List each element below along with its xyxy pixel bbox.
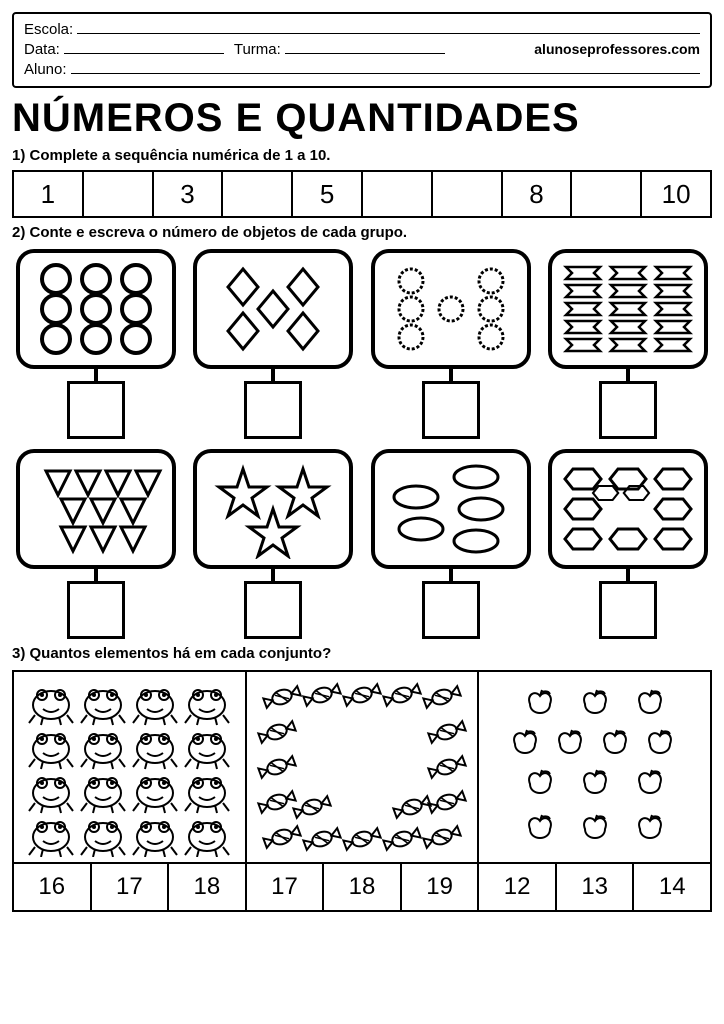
- group-stars: [190, 449, 358, 639]
- answer-box[interactable]: [67, 381, 125, 439]
- stem: [449, 569, 453, 581]
- set-opt[interactable]: 17: [247, 864, 325, 910]
- groups-grid: [12, 249, 712, 639]
- set-opt[interactable]: 12: [479, 864, 557, 910]
- set-apples: 12 13 14: [479, 672, 710, 910]
- panel-banners: [548, 249, 708, 369]
- seq-cell[interactable]: 10: [642, 172, 710, 216]
- set-candies: 17 18 19: [247, 672, 480, 910]
- seq-cell[interactable]: 8: [503, 172, 573, 216]
- seq-cell[interactable]: [572, 172, 642, 216]
- clouds-icon: [381, 459, 521, 559]
- stem: [271, 569, 275, 581]
- panel-stars: [193, 449, 353, 569]
- label-turma: Turma:: [234, 41, 281, 58]
- stem: [94, 369, 98, 381]
- group-clouds: [367, 449, 535, 639]
- seq-cell[interactable]: [363, 172, 433, 216]
- set-frogs: 16 17 18: [14, 672, 247, 910]
- seq-cell[interactable]: [223, 172, 293, 216]
- page-title: NÚMEROS E QUANTIDADES: [12, 96, 712, 141]
- q3-prompt: 3) Quantos elementos há em cada conjunto…: [12, 645, 712, 662]
- set-opt[interactable]: 14: [634, 864, 710, 910]
- circles-icon: [26, 259, 166, 359]
- panel-clouds: [371, 449, 531, 569]
- panel-diamonds: [193, 249, 353, 369]
- set-opt[interactable]: 19: [402, 864, 478, 910]
- answer-box[interactable]: [244, 381, 302, 439]
- stars-icon: [203, 459, 343, 559]
- group-flowers: [367, 249, 535, 439]
- flowers-icon: [381, 259, 521, 359]
- candies-icon: [252, 677, 472, 857]
- q1-prompt: 1) Complete a sequência numérica de 1 a …: [12, 147, 712, 164]
- panel-circles: [16, 249, 176, 369]
- answer-box[interactable]: [422, 581, 480, 639]
- seq-cell[interactable]: [84, 172, 154, 216]
- group-diamonds: [190, 249, 358, 439]
- stem: [94, 569, 98, 581]
- set-opt[interactable]: 18: [324, 864, 402, 910]
- label-aluno: Aluno:: [24, 61, 67, 78]
- answer-box[interactable]: [244, 581, 302, 639]
- set-opt[interactable]: 16: [14, 864, 92, 910]
- set-opt[interactable]: 18: [169, 864, 245, 910]
- set-img-apples: [479, 672, 710, 862]
- stem: [271, 369, 275, 381]
- set-img-candies: [247, 672, 478, 862]
- header-row-escola: Escola:: [24, 20, 700, 38]
- set-opt[interactable]: 13: [557, 864, 635, 910]
- panel-flowers: [371, 249, 531, 369]
- label-escola: Escola:: [24, 21, 73, 38]
- answer-box[interactable]: [67, 581, 125, 639]
- seq-cell[interactable]: 5: [293, 172, 363, 216]
- stem: [626, 369, 630, 381]
- banners-icon: [558, 259, 698, 359]
- hexagons-icon: [558, 459, 698, 559]
- panel-hexagons: [548, 449, 708, 569]
- set-opts-frogs: 16 17 18: [14, 862, 245, 910]
- seq-cell[interactable]: [433, 172, 503, 216]
- header-box: Escola: Data: Turma: alunoseprofessores.…: [12, 12, 712, 88]
- website-text: alunoseprofessores.com: [534, 41, 700, 57]
- line-data[interactable]: [64, 40, 224, 54]
- line-turma[interactable]: [285, 40, 445, 54]
- group-triangles: [12, 449, 180, 639]
- diamonds-icon: [203, 259, 343, 359]
- header-row-data-turma: Data: Turma: alunoseprofessores.com: [24, 40, 700, 58]
- seq-cell[interactable]: 1: [14, 172, 84, 216]
- answer-box[interactable]: [599, 381, 657, 439]
- group-hexagons: [545, 449, 713, 639]
- set-opts-candies: 17 18 19: [247, 862, 478, 910]
- answer-box[interactable]: [422, 381, 480, 439]
- triangles-icon: [26, 459, 166, 559]
- stem: [449, 369, 453, 381]
- set-opt[interactable]: 17: [92, 864, 170, 910]
- line-escola[interactable]: [77, 20, 700, 34]
- group-banners: [545, 249, 713, 439]
- q2-prompt: 2) Conte e escreva o número de objetos d…: [12, 224, 712, 241]
- apples-icon: [485, 677, 705, 857]
- label-data: Data:: [24, 41, 60, 58]
- panel-triangles: [16, 449, 176, 569]
- set-img-frogs: [14, 672, 245, 862]
- header-row-aluno: Aluno:: [24, 60, 700, 78]
- frogs-icon: [19, 677, 239, 857]
- group-circles: [12, 249, 180, 439]
- answer-box[interactable]: [599, 581, 657, 639]
- line-aluno[interactable]: [71, 60, 700, 74]
- sets-row: 16 17 18: [12, 670, 712, 912]
- seq-cell[interactable]: 3: [154, 172, 224, 216]
- stem: [626, 569, 630, 581]
- set-opts-apples: 12 13 14: [479, 862, 710, 910]
- sequence-row: 1 3 5 8 10: [12, 170, 712, 218]
